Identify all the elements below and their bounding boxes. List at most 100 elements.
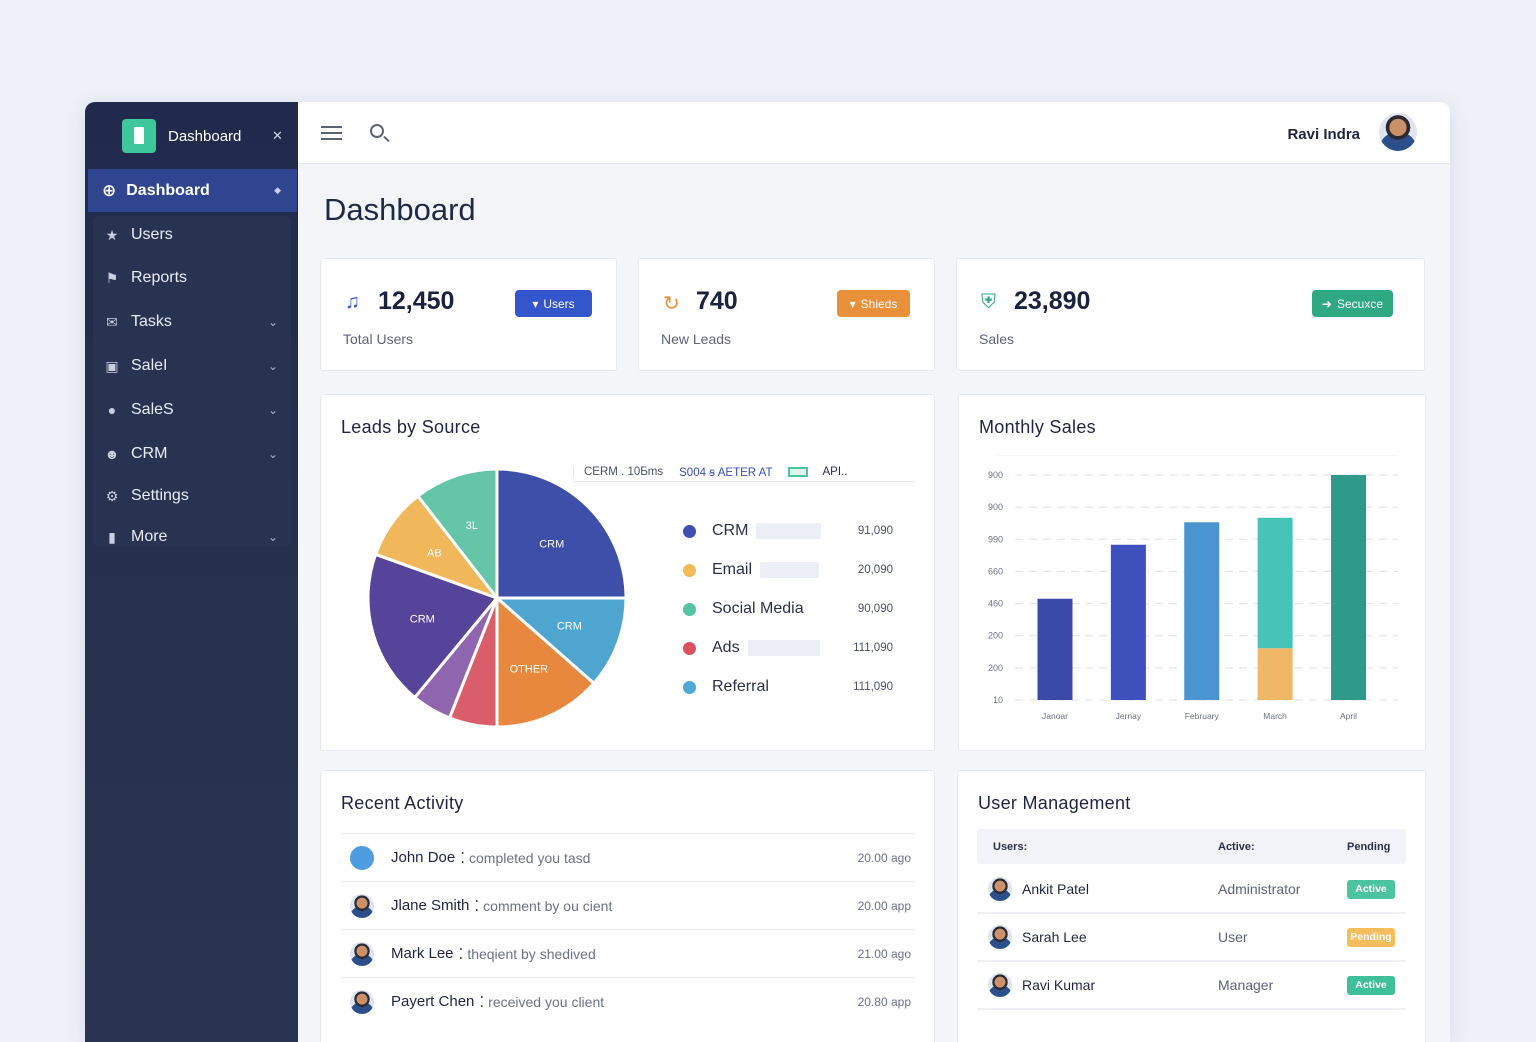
tag-icon: ▾ <box>532 296 539 311</box>
legend-item[interactable]: Ads 111,090 <box>683 639 893 657</box>
pie-slice[interactable] <box>495 594 596 729</box>
sidebar-item-crm[interactable]: ☻ CRM ⌄ <box>103 445 278 463</box>
legend-item[interactable]: Referral 111,090 <box>683 678 893 696</box>
table-row[interactable]: Ankit Patel Administrator Active <box>977 866 1406 914</box>
separator: ⁚ <box>479 993 485 1011</box>
sidebar-item-users[interactable]: ★ Users <box>103 226 278 244</box>
monthly-sales-card: Monthly Sales 10 200 200 460 660 990 900 900 Jan… <box>958 394 1426 751</box>
bar-segment[interactable] <box>1257 648 1293 700</box>
legend-value: 111,090 <box>853 681 893 693</box>
chevron-down-icon[interactable]: ⌄ <box>267 530 278 544</box>
slice-label: AB <box>427 548 442 560</box>
avatar <box>988 973 1012 997</box>
slice-label: 3L <box>466 520 478 532</box>
filter-range[interactable]: S004 ꞩ AETER AT <box>679 466 773 479</box>
activity-row[interactable]: Payert Chen ⁚ received you client 20.80 app <box>341 977 915 1025</box>
activity-row[interactable]: Mark Lee ⁚ theqient by shedived 21.00 ago <box>341 929 915 977</box>
card-title: Recent Activity <box>341 793 464 813</box>
bar[interactable] <box>1257 517 1293 649</box>
avatar <box>988 925 1012 949</box>
activity-user: John Doe <box>391 849 456 866</box>
collapse-icon[interactable]: ✕ <box>272 128 283 143</box>
brand[interactable]: Dashboard <box>122 119 241 153</box>
sidebar-item-label: SaleI <box>131 357 168 374</box>
sidebar-item-reports[interactable]: ⚑ Reports <box>103 269 278 287</box>
pie-slice[interactable] <box>493 596 628 686</box>
stat-label: New Leads <box>661 331 732 347</box>
chevron-down-icon[interactable]: ⌄ <box>267 359 278 373</box>
tag-icon: ▾ <box>849 296 856 311</box>
card-title: Leads by Source <box>341 417 481 437</box>
bar[interactable] <box>1110 544 1146 700</box>
stat-button[interactable]: ➜ Secuxce <box>1311 290 1393 317</box>
tag-icon: ➜ <box>1321 296 1332 311</box>
bar[interactable] <box>1184 522 1220 700</box>
legend-bar <box>760 562 819 578</box>
column-header: Pending <box>1347 841 1391 853</box>
stat-button-label: Shieds <box>860 296 898 311</box>
user-role: Administrator <box>1218 881 1301 897</box>
column-header: Users: <box>993 841 1028 853</box>
sidebar-item-more[interactable]: ▮ More ⌄ <box>103 528 278 546</box>
sidebar-item-settings[interactable]: ⚙ Settings <box>103 487 278 505</box>
brand-label: Dashboard <box>168 127 242 145</box>
sidebar-item-tasks[interactable]: ✉ Tasks ⌄ <box>103 313 278 331</box>
user-name: Ravi Kumar <box>1022 977 1096 993</box>
sidebar-item-label: More <box>131 528 168 545</box>
sidebar-item-salei[interactable]: ▣ SaleI ⌄ <box>103 357 278 375</box>
activity-row[interactable]: Jlane Smith ⁚ comment by ou cient 20.00 app <box>341 881 915 929</box>
legend-item[interactable]: Email 20,090 <box>683 561 893 579</box>
activity-time: 20.00 ago <box>857 850 911 865</box>
stat-button-label: Users <box>543 296 575 311</box>
pie-chart: CRM CRM OTHER CRM AB 3L <box>366 467 628 729</box>
sidebar-item-dashboard[interactable]: ⊕ Dashboard ◆ <box>88 169 297 212</box>
stat-button[interactable]: ▾ Users <box>515 290 592 317</box>
user-role: User <box>1218 929 1248 945</box>
page-title: Dashboard <box>324 192 476 227</box>
legend-value: 90,090 <box>857 603 893 615</box>
chevron-down-icon[interactable]: ⌄ <box>267 447 278 461</box>
menu-icon[interactable] <box>321 126 342 140</box>
pie-slice[interactable] <box>415 467 499 603</box>
y-tick-label: 660 <box>988 566 1003 576</box>
legend-label: Ads <box>712 639 740 656</box>
table-row[interactable]: Ravi Kumar Manager Active <box>977 962 1406 1010</box>
bar[interactable] <box>1037 598 1073 700</box>
sidebar-item-label: Dashboard <box>126 181 210 199</box>
sidebar-item-sales[interactable]: ● SaleS ⌄ <box>103 401 278 419</box>
chevron-down-icon[interactable]: ⌄ <box>267 315 278 329</box>
sidebar-item-label: Tasks <box>131 313 172 330</box>
bar[interactable] <box>1330 475 1366 700</box>
pie-slice[interactable] <box>366 552 500 700</box>
legend-item[interactable]: CRM 91,090 <box>683 522 893 540</box>
filter-crm[interactable]: CERM . 10Ƃms <box>573 465 673 478</box>
legend-label: Email <box>712 561 753 578</box>
activity-description: comment by ou cient <box>483 897 613 914</box>
activity-time: 20.00 app <box>857 898 911 913</box>
envelope-icon: ✉ <box>106 313 118 330</box>
chevron-down-icon[interactable]: ⌄ <box>267 403 278 417</box>
star-icon: ★ <box>105 226 119 243</box>
logo-icon <box>122 119 156 153</box>
table-row[interactable]: Sarah Lee User Pending <box>977 914 1406 962</box>
pin-icon: ◆ <box>274 185 281 195</box>
legend-item[interactable]: Social Media 90,090 <box>683 600 893 618</box>
calendar-icon <box>350 845 374 870</box>
search-icon[interactable] <box>370 124 384 138</box>
user-icon: ● <box>107 402 117 418</box>
filter-api[interactable]: API.. <box>822 465 848 478</box>
x-tick-label: February <box>1185 711 1220 721</box>
recent-activity-card: Recent Activity John Doe ⁚ completed you t… <box>320 770 935 1042</box>
activity-row[interactable]: John Doe ⁚ completed you tasd 20.00 ago <box>341 833 915 881</box>
avatar[interactable] <box>1379 113 1417 151</box>
user-name[interactable]: Ravi Indra <box>1287 126 1360 143</box>
status-badge: Pending <box>1347 927 1395 947</box>
toggle-icon[interactable] <box>788 466 809 477</box>
stat-button[interactable]: ▾ Shieds <box>837 290 910 317</box>
pie-slice[interactable] <box>495 467 628 600</box>
activity-description: theqient by shedived <box>467 945 596 962</box>
user-name: Ankit Patel <box>1022 881 1089 897</box>
gear-icon: ⚙ <box>105 487 119 504</box>
stat-label: Total Users <box>343 331 414 347</box>
flag-icon: ⚑ <box>105 269 119 286</box>
